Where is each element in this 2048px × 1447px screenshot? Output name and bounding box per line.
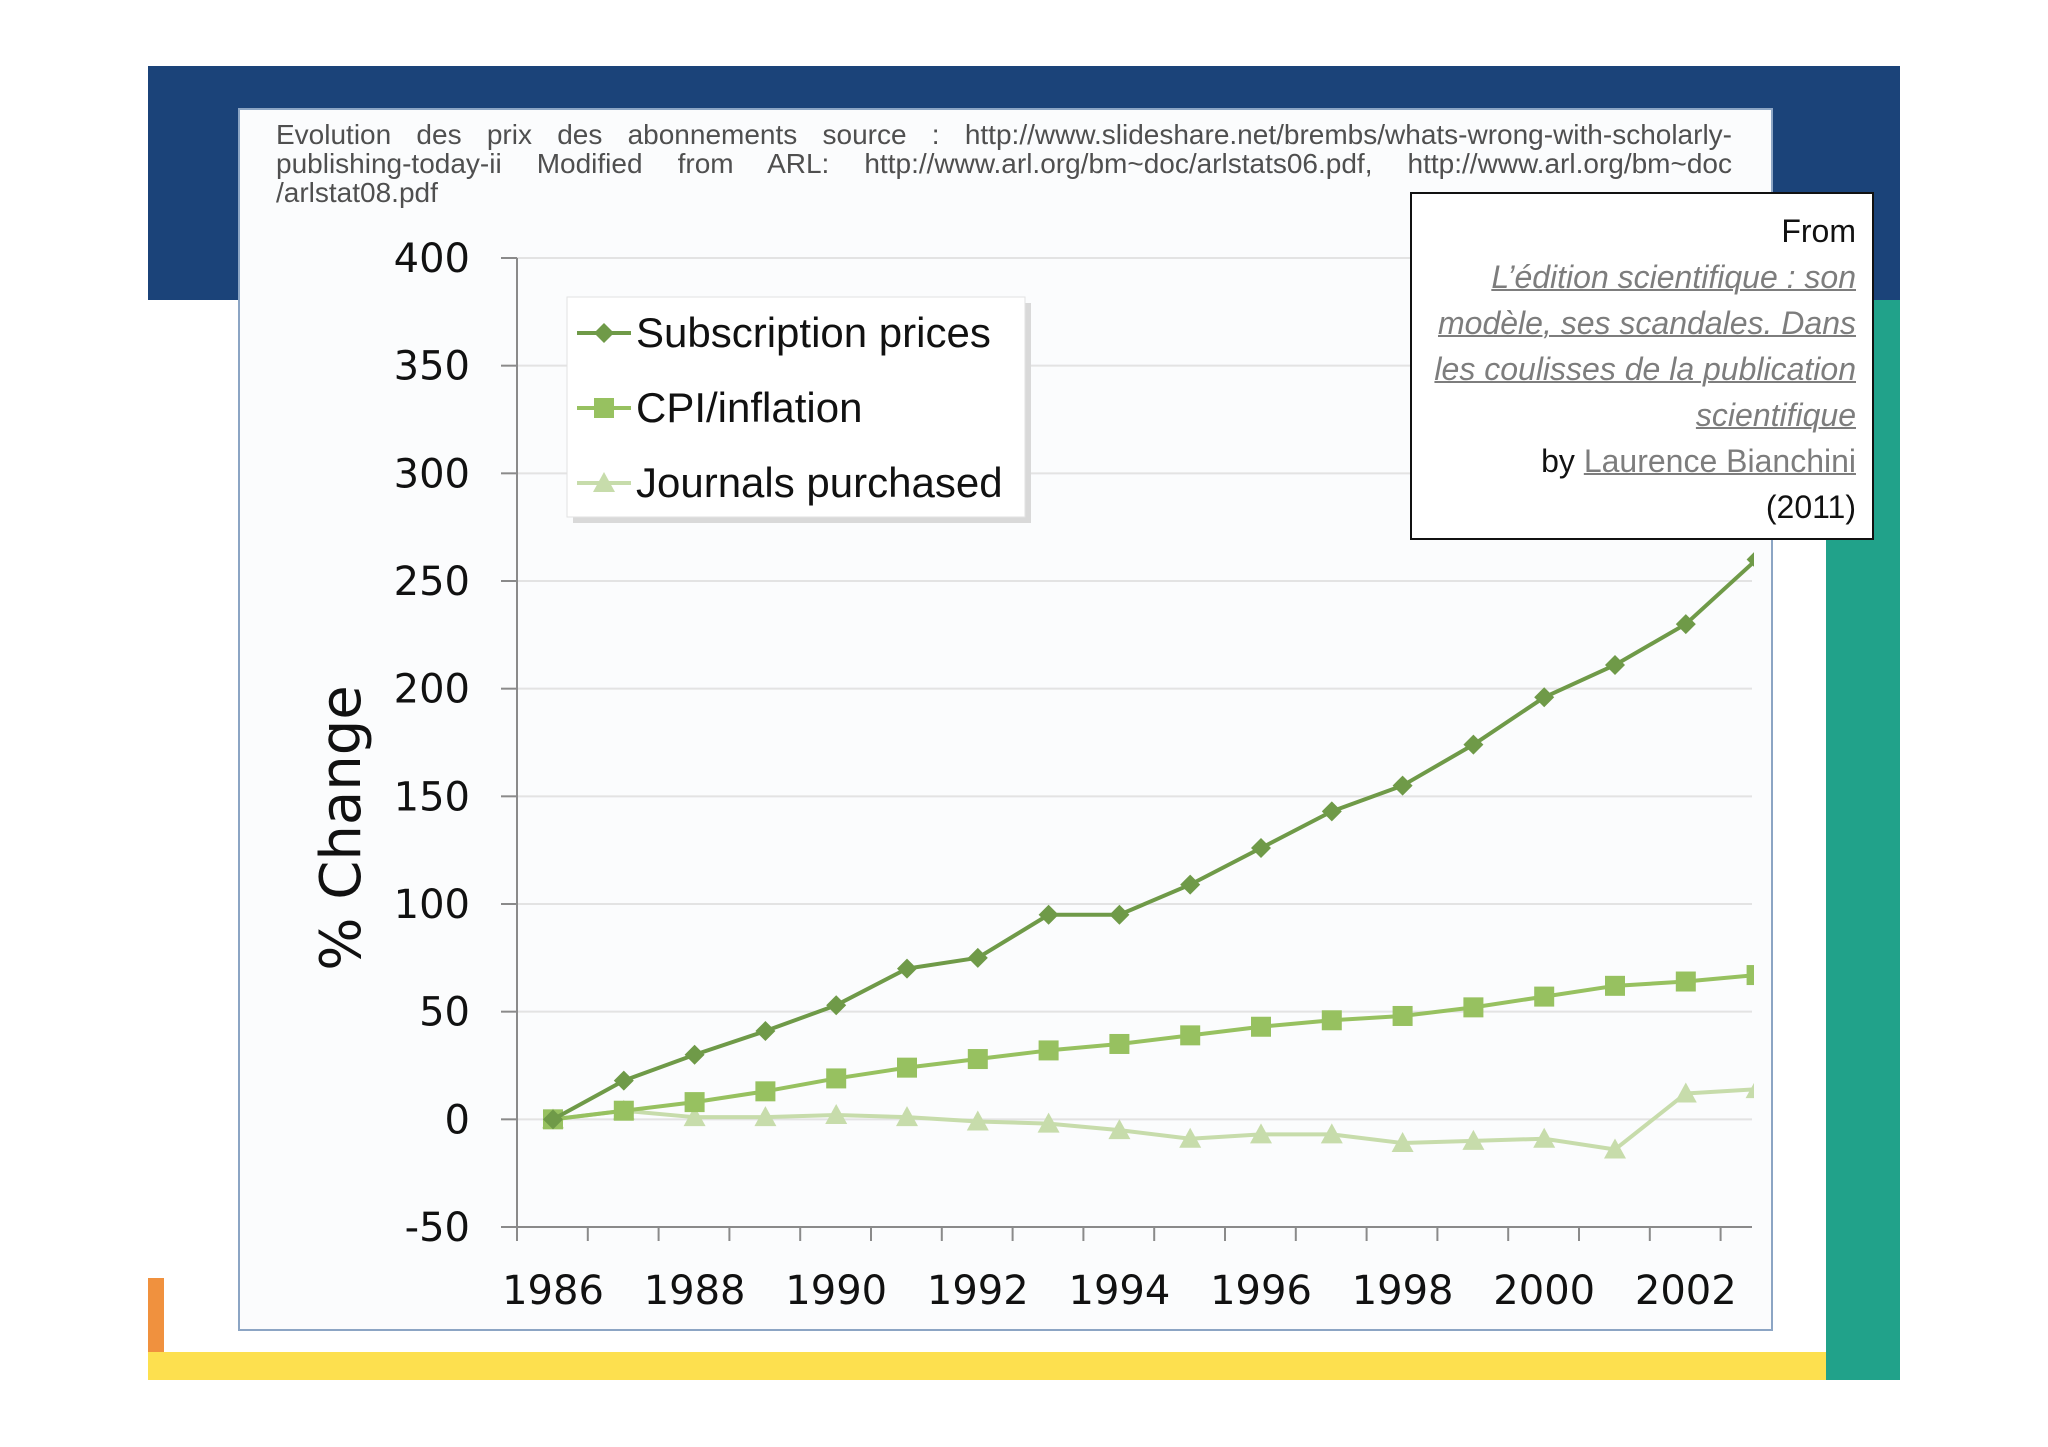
data-point bbox=[967, 1049, 988, 1070]
data-point bbox=[1463, 734, 1484, 755]
legend-marker bbox=[594, 323, 614, 343]
chart-series bbox=[542, 552, 1754, 1159]
legend-label: Subscription prices bbox=[636, 309, 991, 356]
data-point bbox=[1605, 654, 1625, 675]
series-line bbox=[552, 559, 1754, 1122]
data-point bbox=[1037, 1112, 1060, 1133]
data-point bbox=[1180, 1025, 1201, 1046]
y-tick-label: 250 bbox=[394, 559, 470, 605]
data-point bbox=[1674, 1082, 1697, 1103]
data-point bbox=[1321, 1010, 1342, 1031]
data-point bbox=[1391, 1132, 1414, 1153]
data-point bbox=[1251, 1016, 1271, 1037]
credit-box: From L’édition scientifique : son modèle… bbox=[1410, 192, 1874, 540]
data-point bbox=[897, 958, 917, 979]
data-point bbox=[1746, 552, 1754, 567]
data-point bbox=[1109, 1033, 1130, 1054]
data-point bbox=[755, 1081, 776, 1102]
credit-title-link[interactable]: L’édition scientifique : son modèle, ses… bbox=[1434, 259, 1856, 433]
series-line bbox=[552, 973, 1754, 1122]
data-point bbox=[754, 1106, 777, 1127]
x-tick-label: 2002 bbox=[1635, 1268, 1737, 1314]
source-note: Evolution des prix des abonnements sourc… bbox=[276, 119, 1732, 208]
data-point bbox=[1605, 975, 1625, 996]
chart-tick-labels: -50 0 50 100 150 200 250 300 350 400 1986 1988 1990 1… bbox=[394, 236, 1737, 1314]
data-point bbox=[1320, 1123, 1343, 1144]
chart-legend: Subscription prices CPI/inflation Journals… bbox=[566, 296, 1031, 523]
series-group bbox=[543, 965, 1754, 1130]
y-tick-label: -50 bbox=[405, 1205, 470, 1251]
data-point bbox=[1109, 904, 1130, 925]
data-point bbox=[1604, 1138, 1626, 1159]
credit-by: by bbox=[1541, 443, 1575, 479]
data-point bbox=[897, 1057, 917, 1078]
data-point bbox=[1250, 1123, 1272, 1144]
credit-author-link[interactable]: Laurence Bianchini bbox=[1583, 443, 1856, 479]
x-tick-label: 1994 bbox=[1069, 1268, 1171, 1314]
data-point bbox=[613, 1100, 634, 1121]
data-point bbox=[1251, 838, 1271, 859]
data-point bbox=[1180, 874, 1201, 895]
legend-marker bbox=[594, 398, 614, 418]
data-point bbox=[684, 1092, 705, 1113]
data-point bbox=[684, 1044, 705, 1065]
x-tick-label: 1990 bbox=[785, 1268, 887, 1314]
legend-marker bbox=[593, 472, 615, 492]
data-point bbox=[613, 1070, 634, 1091]
data-point bbox=[1038, 904, 1059, 925]
data-point bbox=[1745, 1082, 1754, 1099]
data-point bbox=[1675, 971, 1696, 992]
y-tick-label: 50 bbox=[419, 990, 470, 1036]
data-point bbox=[826, 1068, 847, 1089]
data-point bbox=[1675, 614, 1696, 635]
data-point bbox=[826, 995, 847, 1016]
data-point bbox=[825, 1104, 848, 1125]
credit-from: From bbox=[1781, 213, 1856, 249]
x-tick-label: 1996 bbox=[1210, 1268, 1312, 1314]
y-tick-label: 200 bbox=[394, 667, 470, 713]
x-tick-label: 1986 bbox=[502, 1268, 604, 1314]
data-point bbox=[1392, 1005, 1413, 1026]
credit-year: (2011) bbox=[1765, 489, 1856, 525]
data-point bbox=[1462, 1129, 1485, 1150]
legend-box bbox=[566, 296, 1026, 518]
data-point bbox=[1179, 1127, 1202, 1148]
y-tick-label: 150 bbox=[394, 774, 470, 820]
x-tick-label: 1998 bbox=[1352, 1268, 1454, 1314]
data-point bbox=[966, 1110, 989, 1131]
data-point bbox=[1534, 687, 1555, 708]
x-tick-label: 2000 bbox=[1493, 1268, 1595, 1314]
x-tick-label: 1992 bbox=[927, 1268, 1029, 1314]
y-tick-label: 100 bbox=[394, 882, 470, 928]
legend-label: CPI/inflation bbox=[636, 384, 862, 431]
y-tick-label: 300 bbox=[394, 451, 470, 497]
data-point bbox=[1463, 997, 1484, 1018]
data-point bbox=[683, 1106, 706, 1127]
series-line bbox=[552, 1087, 1754, 1152]
data-point bbox=[1321, 801, 1342, 822]
series-group bbox=[543, 552, 1754, 1130]
y-axis-label: % Change bbox=[309, 685, 374, 970]
data-point bbox=[1108, 1119, 1131, 1140]
data-point bbox=[1534, 986, 1555, 1007]
data-point bbox=[1038, 1040, 1059, 1061]
y-tick-label: 350 bbox=[394, 344, 470, 390]
slide-yellow-band bbox=[148, 1352, 1826, 1380]
series-group bbox=[542, 1082, 1754, 1159]
x-tick-label: 1988 bbox=[644, 1268, 746, 1314]
data-point bbox=[1746, 965, 1754, 986]
data-point bbox=[967, 947, 988, 968]
chart-axes bbox=[501, 257, 1752, 1241]
data-point bbox=[1392, 775, 1413, 796]
data-point bbox=[1533, 1127, 1556, 1148]
legend-label: Journals purchased bbox=[636, 459, 1003, 506]
y-tick-label: 0 bbox=[445, 1097, 470, 1143]
data-point bbox=[896, 1106, 918, 1127]
y-tick-label: 400 bbox=[394, 236, 470, 282]
slide-orange-accent bbox=[148, 1278, 164, 1352]
data-point bbox=[543, 1109, 563, 1130]
data-point bbox=[755, 1021, 776, 1042]
